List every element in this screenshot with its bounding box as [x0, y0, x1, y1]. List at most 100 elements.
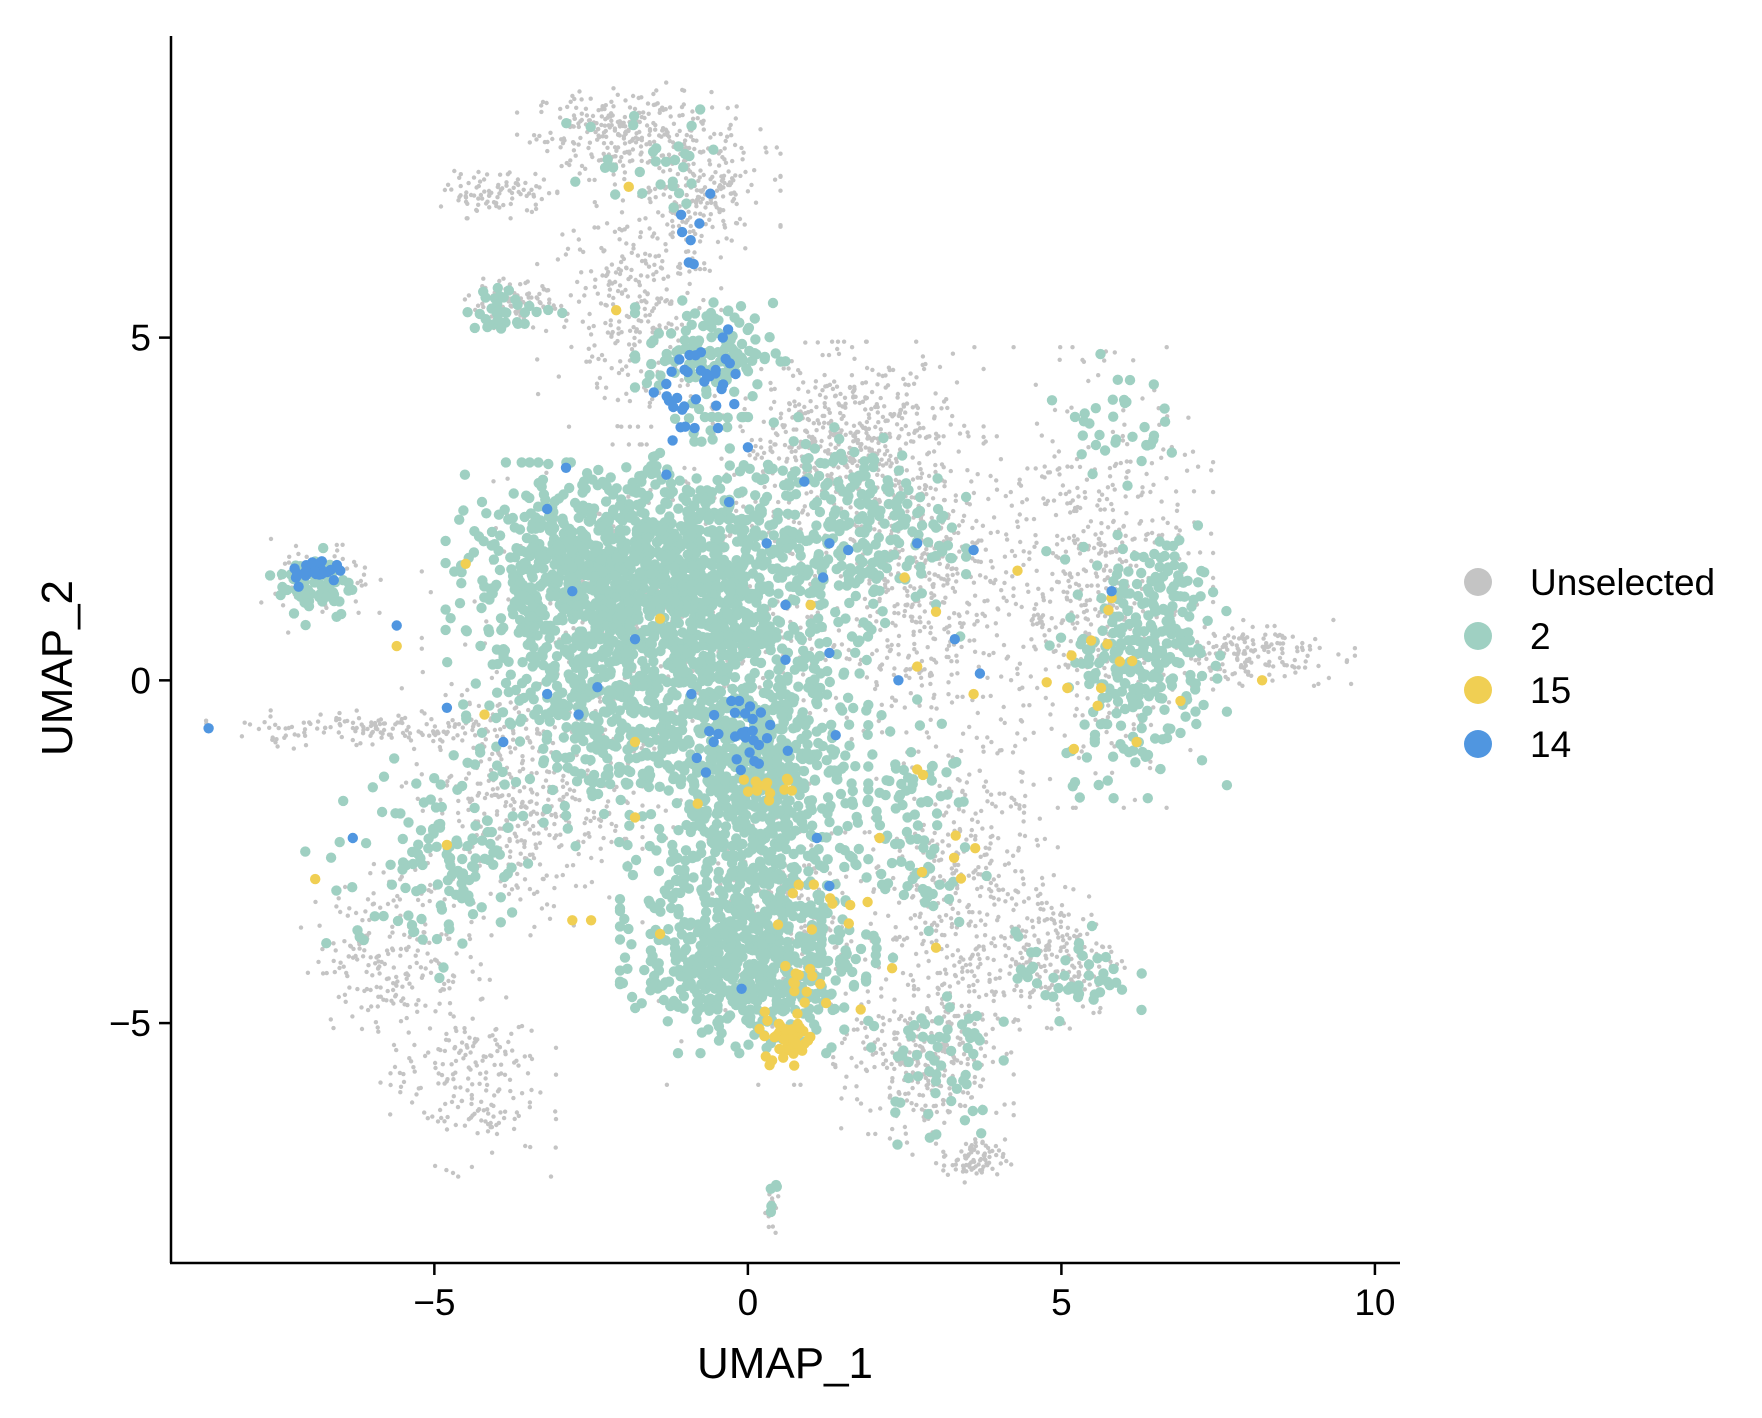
point-unselected	[1039, 901, 1045, 906]
point-unselected	[924, 547, 929, 552]
point-unselected	[972, 649, 978, 654]
point-unselected	[822, 420, 827, 425]
point-unselected	[1017, 1027, 1022, 1032]
point-unselected	[391, 1042, 397, 1048]
point-unselected	[653, 254, 658, 259]
point-unselected	[843, 405, 848, 410]
point-unselected	[645, 274, 650, 279]
point-unselected	[986, 496, 991, 502]
point-unselected	[975, 886, 980, 892]
point-unselected	[836, 351, 842, 357]
point-unselected	[357, 946, 362, 951]
point-unselected	[517, 769, 522, 774]
point-unselected	[1110, 429, 1116, 435]
point-unselected	[361, 724, 366, 730]
point-unselected	[419, 635, 424, 641]
point-unselected	[967, 909, 972, 915]
point-unselected	[1294, 645, 1300, 650]
point-unselected	[469, 1092, 474, 1098]
point-unselected	[663, 107, 668, 112]
point-unselected	[647, 253, 652, 258]
point-unselected	[947, 1109, 952, 1115]
point-unselected	[983, 1040, 989, 1045]
point-unselected	[848, 505, 853, 510]
point-unselected	[1271, 664, 1276, 669]
point-unselected	[998, 968, 1003, 973]
point-unselected	[994, 478, 999, 483]
point-unselected	[1122, 422, 1127, 427]
point-unselected	[945, 563, 951, 568]
point-unselected	[1226, 633, 1231, 638]
point-unselected	[1002, 580, 1007, 586]
point-unselected	[303, 743, 309, 748]
point-unselected	[1021, 644, 1026, 649]
point-unselected	[1061, 652, 1067, 658]
point-unselected	[892, 610, 897, 616]
point-unselected	[1311, 683, 1317, 688]
point-unselected	[870, 367, 875, 373]
point-unselected	[687, 215, 693, 220]
point-unselected	[386, 976, 391, 981]
point-unselected	[662, 132, 667, 137]
point-unselected	[1085, 617, 1091, 622]
point-unselected	[347, 985, 352, 990]
point-unselected	[373, 961, 378, 966]
point-unselected	[878, 427, 883, 432]
point-unselected	[320, 971, 326, 976]
point-unselected	[1082, 602, 1087, 608]
point-unselected	[483, 1076, 488, 1081]
point-unselected	[448, 1011, 453, 1016]
point-unselected	[708, 212, 713, 217]
point-unselected	[1060, 483, 1066, 488]
point-unselected	[890, 367, 896, 373]
point-unselected	[406, 1030, 411, 1035]
point-unselected	[1091, 545, 1097, 551]
point-unselected	[624, 364, 629, 369]
point-unselected	[484, 1082, 490, 1088]
point-unselected	[434, 958, 439, 963]
point-unselected	[618, 259, 624, 265]
point-unselected	[951, 508, 956, 514]
point-unselected	[1263, 662, 1268, 667]
point-unselected	[561, 794, 566, 800]
point-unselected	[719, 286, 724, 291]
point-unselected	[960, 1169, 966, 1174]
point-unselected	[1040, 613, 1046, 618]
point-unselected	[935, 923, 940, 928]
point-unselected	[1245, 658, 1250, 664]
point-unselected	[1161, 447, 1166, 452]
point-unselected	[268, 708, 273, 713]
point-unselected	[772, 399, 777, 405]
point-unselected	[931, 875, 936, 880]
point-unselected	[296, 551, 301, 557]
point-unselected	[1064, 941, 1069, 946]
point-unselected	[983, 845, 988, 850]
point-unselected	[822, 401, 827, 406]
point-unselected	[1027, 703, 1032, 708]
point-unselected	[592, 177, 597, 183]
point-unselected	[1013, 801, 1019, 806]
point-unselected	[981, 424, 986, 429]
point-unselected	[598, 699, 603, 704]
point-unselected	[991, 895, 996, 901]
point-unselected	[753, 443, 758, 449]
point-unselected	[1072, 933, 1077, 939]
point-unselected	[474, 208, 480, 213]
point-unselected	[444, 1167, 449, 1173]
point-unselected	[892, 411, 897, 417]
point-unselected	[995, 606, 1000, 611]
point-unselected	[936, 574, 941, 579]
point-unselected	[469, 1101, 474, 1107]
point-unselected	[891, 672, 897, 678]
point-unselected	[753, 200, 759, 205]
point-unselected	[552, 835, 557, 841]
point-unselected	[1280, 641, 1286, 646]
point-unselected	[1242, 651, 1248, 656]
point-unselected	[435, 1119, 441, 1124]
point-unselected	[926, 473, 932, 479]
point-unselected	[969, 969, 974, 974]
point-unselected	[609, 140, 614, 146]
point-unselected	[531, 133, 537, 138]
point-unselected	[354, 742, 359, 748]
point-unselected	[534, 137, 539, 142]
